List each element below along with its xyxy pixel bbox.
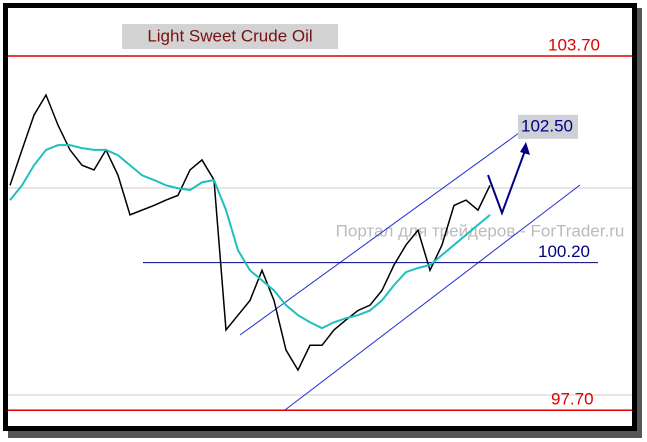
plot-area [8,8,632,426]
chart-title: Light Sweet Crude Oil [147,26,312,45]
channel-line [239,124,531,336]
watermark: Портал для трейдеров - ForTrader.ru [336,221,625,240]
series-line [9,144,491,330]
level-label: 97.70 [551,390,594,409]
level-label: 103.70 [548,36,600,55]
title-box [122,24,338,49]
series-line [9,93,491,372]
channel-line [284,184,581,411]
level-label: 100.20 [538,242,590,261]
arrow-head [520,142,530,155]
label-box [518,114,578,139]
forecast-arrow [487,147,527,216]
level-label: 102.50 [521,116,573,135]
